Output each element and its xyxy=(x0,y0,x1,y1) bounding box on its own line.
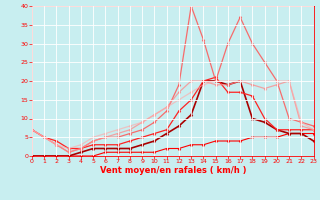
X-axis label: Vent moyen/en rafales ( km/h ): Vent moyen/en rafales ( km/h ) xyxy=(100,166,246,175)
